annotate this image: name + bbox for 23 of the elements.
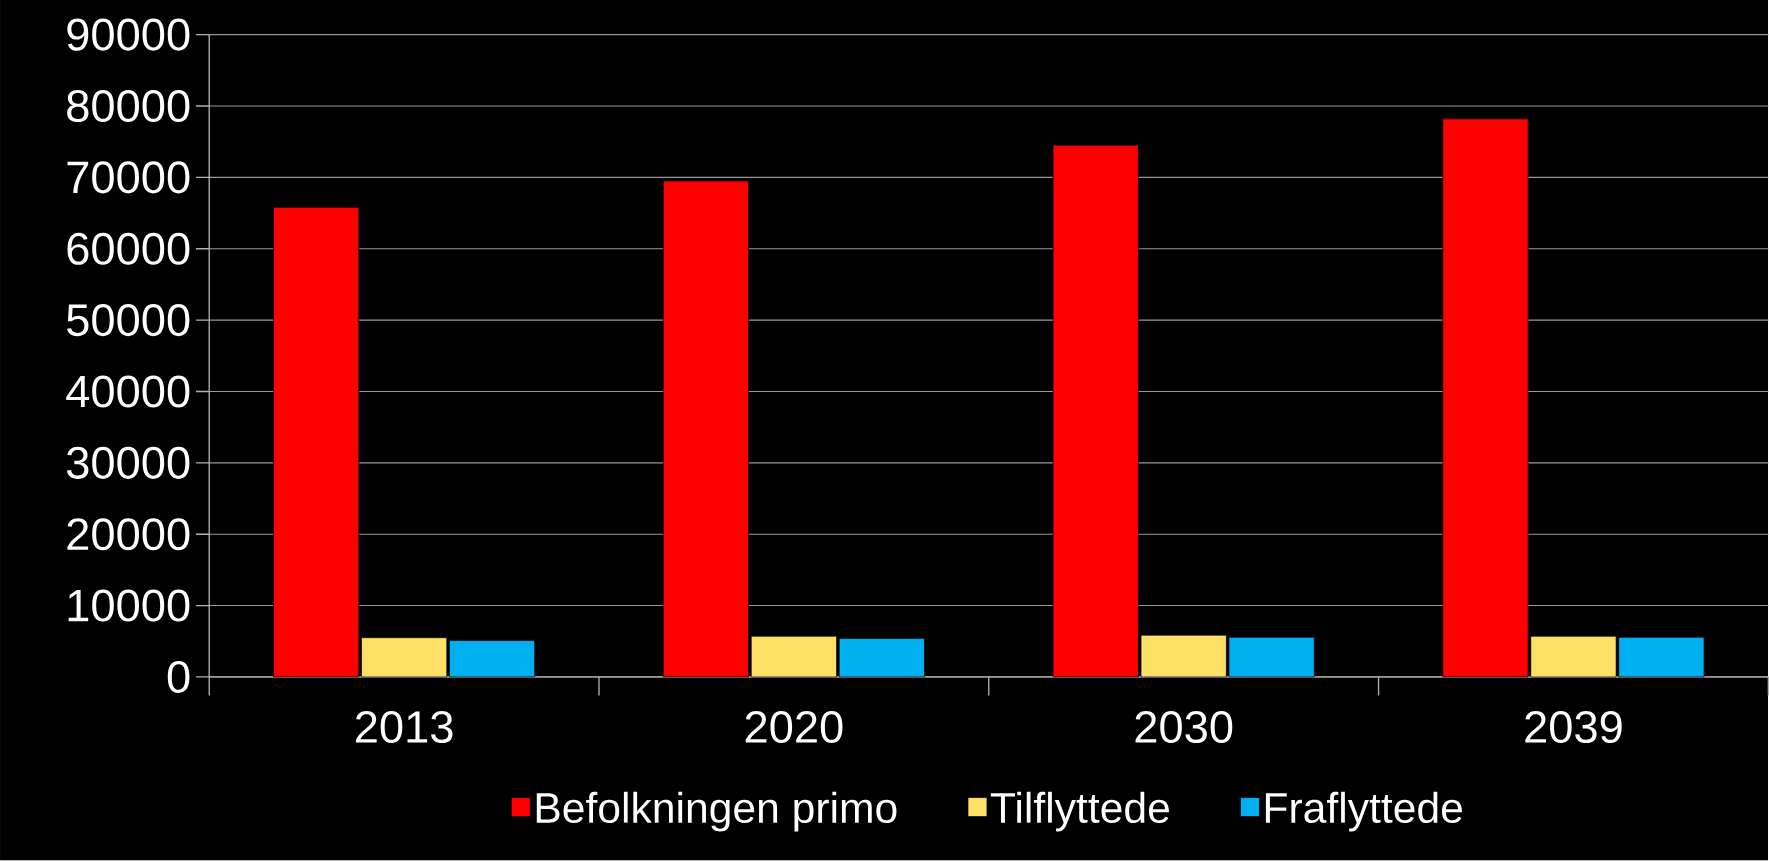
bar — [361, 637, 448, 678]
bar — [838, 638, 925, 678]
y-tick-label: 90000 — [67, 18, 190, 51]
y-tick-label: 70000 — [67, 161, 190, 194]
y-tick-label: 80000 — [67, 90, 190, 123]
x-tick-label: 2020 — [745, 711, 843, 744]
bar — [750, 636, 837, 678]
x-tick-label: 2013 — [356, 711, 453, 744]
y-tick-label: 30000 — [66, 447, 190, 480]
y-tick-label: 10000 — [68, 589, 190, 622]
bar — [449, 640, 536, 678]
bar — [273, 207, 360, 678]
legend-label: Befolkningen primo — [536, 791, 897, 832]
y-tick-label: 60000 — [67, 232, 190, 266]
legend-label: Tilflyttede — [990, 791, 1169, 832]
y-tick-label: 0 — [167, 661, 190, 694]
bar — [662, 180, 749, 678]
y-tick-label: 20000 — [67, 518, 190, 551]
y-tick-label: 40000 — [66, 375, 190, 408]
x-tick-label: 2039 — [1525, 711, 1622, 744]
x-tick-label: 2030 — [1135, 711, 1233, 744]
y-tick-label: 50000 — [67, 304, 190, 337]
legend-label: Fraflyttede — [1265, 791, 1462, 832]
